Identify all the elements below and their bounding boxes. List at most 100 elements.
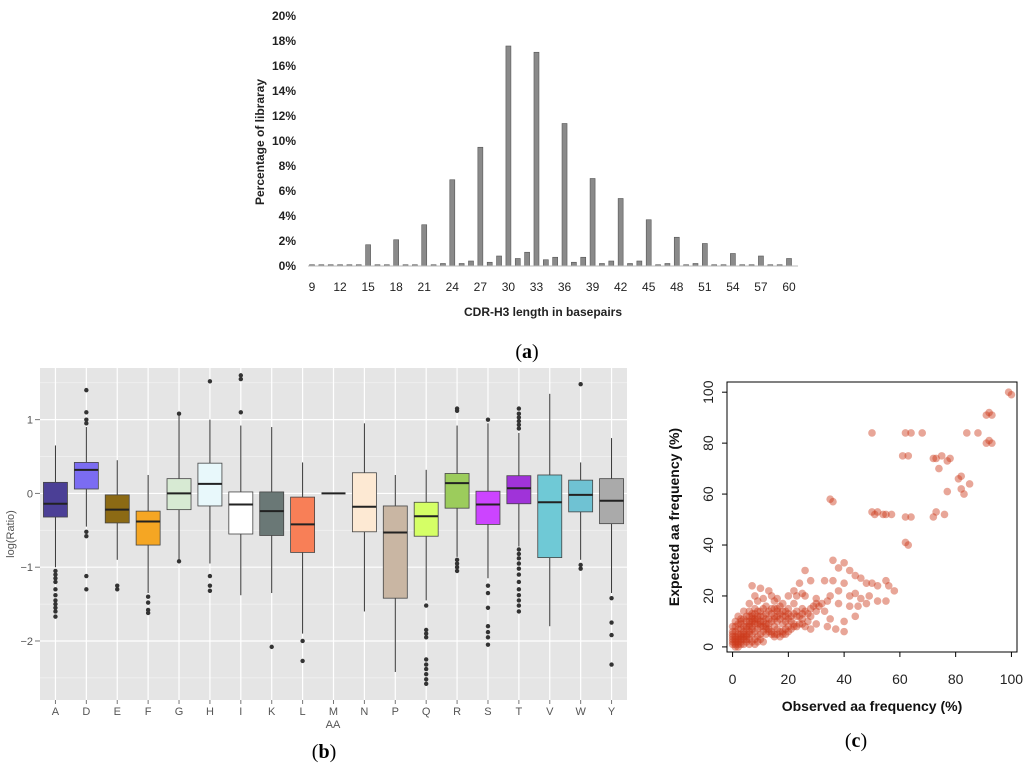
c-x-tick-label: 60 bbox=[892, 671, 908, 687]
b-x-tick-label: V bbox=[546, 706, 554, 718]
a-y-tick-label: 8% bbox=[279, 159, 297, 173]
b-box-H bbox=[197, 379, 223, 594]
c-data-point bbox=[840, 579, 848, 588]
b-outlier-point bbox=[207, 379, 213, 384]
c-y-tick-label: 60 bbox=[700, 486, 716, 502]
b-outlier-point bbox=[516, 561, 522, 566]
c-data-point bbox=[904, 452, 913, 460]
c-data-point bbox=[765, 620, 773, 628]
a-x-tick-label: 42 bbox=[614, 280, 628, 294]
b-outlier-point bbox=[516, 609, 522, 614]
c-data-point bbox=[781, 612, 790, 621]
a-x-tick-label: 51 bbox=[698, 280, 712, 294]
c-data-point bbox=[745, 627, 754, 636]
c-data-point bbox=[790, 622, 798, 631]
b-outlier-point bbox=[516, 551, 522, 557]
b-outlier-point bbox=[238, 410, 244, 415]
c-data-point bbox=[756, 622, 765, 631]
c-data-point bbox=[812, 620, 821, 628]
c-data-point bbox=[826, 495, 834, 503]
c-data-point bbox=[748, 625, 756, 633]
c-data-point bbox=[776, 632, 784, 641]
a-bar bbox=[758, 255, 764, 267]
c-data-point bbox=[770, 632, 779, 641]
c-data-point bbox=[731, 627, 740, 636]
b-outlier-point bbox=[115, 583, 120, 588]
b-box-iqr bbox=[475, 490, 501, 525]
c-data-point bbox=[751, 609, 759, 618]
b-outlier-point bbox=[84, 417, 89, 422]
a-y-tick-label: 10% bbox=[272, 134, 296, 148]
c-x-tick-label: 80 bbox=[948, 671, 964, 687]
a-y-tick-label: 18% bbox=[272, 34, 296, 48]
b-outlier-point bbox=[578, 566, 583, 571]
c-data-point bbox=[784, 609, 793, 618]
b-y-tick-label: 0 bbox=[27, 488, 33, 500]
a-bar bbox=[571, 261, 577, 267]
c-data-point bbox=[781, 625, 790, 633]
c-data-point bbox=[759, 627, 768, 636]
c-data-point bbox=[742, 638, 751, 646]
b-box-E bbox=[104, 460, 130, 592]
b-outlier-point bbox=[485, 590, 491, 596]
b-outlier-point bbox=[176, 411, 182, 416]
a-bar bbox=[561, 123, 568, 267]
c-data-point bbox=[728, 630, 737, 638]
c-data-point bbox=[753, 625, 762, 633]
b-outlier-point bbox=[454, 406, 460, 411]
c-data-point bbox=[812, 594, 821, 603]
c-data-point bbox=[731, 632, 740, 641]
c-data-point bbox=[731, 640, 740, 649]
c-data-point bbox=[748, 638, 756, 646]
c-x-tick-label: 100 bbox=[1000, 671, 1024, 687]
b-outlier-point bbox=[84, 387, 89, 393]
a-y-tick-label: 0% bbox=[279, 259, 297, 273]
c-data-point bbox=[773, 594, 781, 603]
c-data-point bbox=[868, 579, 876, 588]
b-outlier-point bbox=[485, 642, 491, 647]
c-data-point bbox=[778, 620, 787, 628]
c-data-point bbox=[818, 599, 826, 608]
c-data-point bbox=[742, 625, 751, 633]
c-data-point bbox=[963, 429, 971, 437]
a-x-tick-label: 48 bbox=[670, 280, 684, 294]
c-data-point bbox=[932, 454, 940, 463]
a-x-tick-label: 39 bbox=[586, 280, 600, 294]
b-x-tick-label: P bbox=[392, 706, 399, 718]
c-data-point bbox=[795, 579, 804, 588]
c-data-point bbox=[851, 571, 860, 580]
c-data-point bbox=[812, 607, 821, 616]
c-data-point bbox=[887, 510, 896, 519]
c-data-point bbox=[806, 604, 815, 613]
c-data-point bbox=[965, 480, 974, 488]
b-box-N bbox=[351, 423, 377, 612]
a-x-axis-title: CDR-H3 length in basepairs bbox=[464, 305, 622, 319]
a-x-tick-label: 45 bbox=[642, 280, 656, 294]
b-x-tick-label: W bbox=[575, 706, 586, 718]
c-data-point bbox=[801, 566, 809, 575]
c-data-point bbox=[767, 627, 776, 636]
c-data-point bbox=[890, 587, 899, 595]
c-data-point bbox=[728, 627, 737, 636]
a-bar bbox=[552, 256, 558, 267]
b-outlier-point bbox=[454, 568, 460, 574]
c-data-point bbox=[745, 599, 754, 608]
c-data-point bbox=[753, 620, 762, 628]
c-data-point bbox=[767, 630, 776, 638]
b-x-tick-label: G bbox=[175, 706, 184, 718]
c-data-point bbox=[759, 617, 768, 626]
b-outlier-point bbox=[53, 593, 58, 598]
b-outlier-point bbox=[609, 632, 614, 638]
c-data-point bbox=[798, 609, 807, 618]
b-box-iqr bbox=[43, 481, 68, 518]
b-outlier-point bbox=[578, 562, 583, 568]
b-box-V bbox=[537, 393, 563, 627]
panel-label-c: (c) bbox=[845, 730, 867, 752]
c-data-point bbox=[739, 615, 748, 623]
c-data-point bbox=[728, 635, 737, 644]
c-data-point bbox=[742, 632, 751, 641]
c-data-point bbox=[737, 630, 745, 638]
b-outlier-point bbox=[84, 587, 89, 592]
c-data-point bbox=[790, 599, 798, 608]
a-x-tick-label: 57 bbox=[754, 280, 768, 294]
